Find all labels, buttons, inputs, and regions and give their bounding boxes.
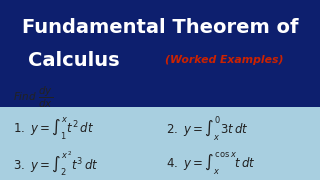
Text: $\mathit{Find}\ \dfrac{dy}{dx}$: $\mathit{Find}\ \dfrac{dy}{dx}$ <box>13 85 53 110</box>
Text: $\mathit{1.}\ y = \int_1^x t^2\, dt$: $\mathit{1.}\ y = \int_1^x t^2\, dt$ <box>13 116 94 142</box>
Text: (Worked Examples): (Worked Examples) <box>165 55 283 65</box>
Bar <box>0 0 320 107</box>
Text: $\mathit{2.}\ y = \int_x^0 3t\, dt$: $\mathit{2.}\ y = \int_x^0 3t\, dt$ <box>166 114 249 143</box>
Text: $\mathit{3.}\ y = \int_2^{x^2} t^3\, dt$: $\mathit{3.}\ y = \int_2^{x^2} t^3\, dt$ <box>13 149 98 178</box>
Text: Calculus: Calculus <box>28 51 119 70</box>
Text: $\mathit{4.}\ y = \int_x^{\cos x} t\, dt$: $\mathit{4.}\ y = \int_x^{\cos x} t\, dt… <box>166 151 256 177</box>
Text: Fundamental Theorem of: Fundamental Theorem of <box>22 18 298 37</box>
